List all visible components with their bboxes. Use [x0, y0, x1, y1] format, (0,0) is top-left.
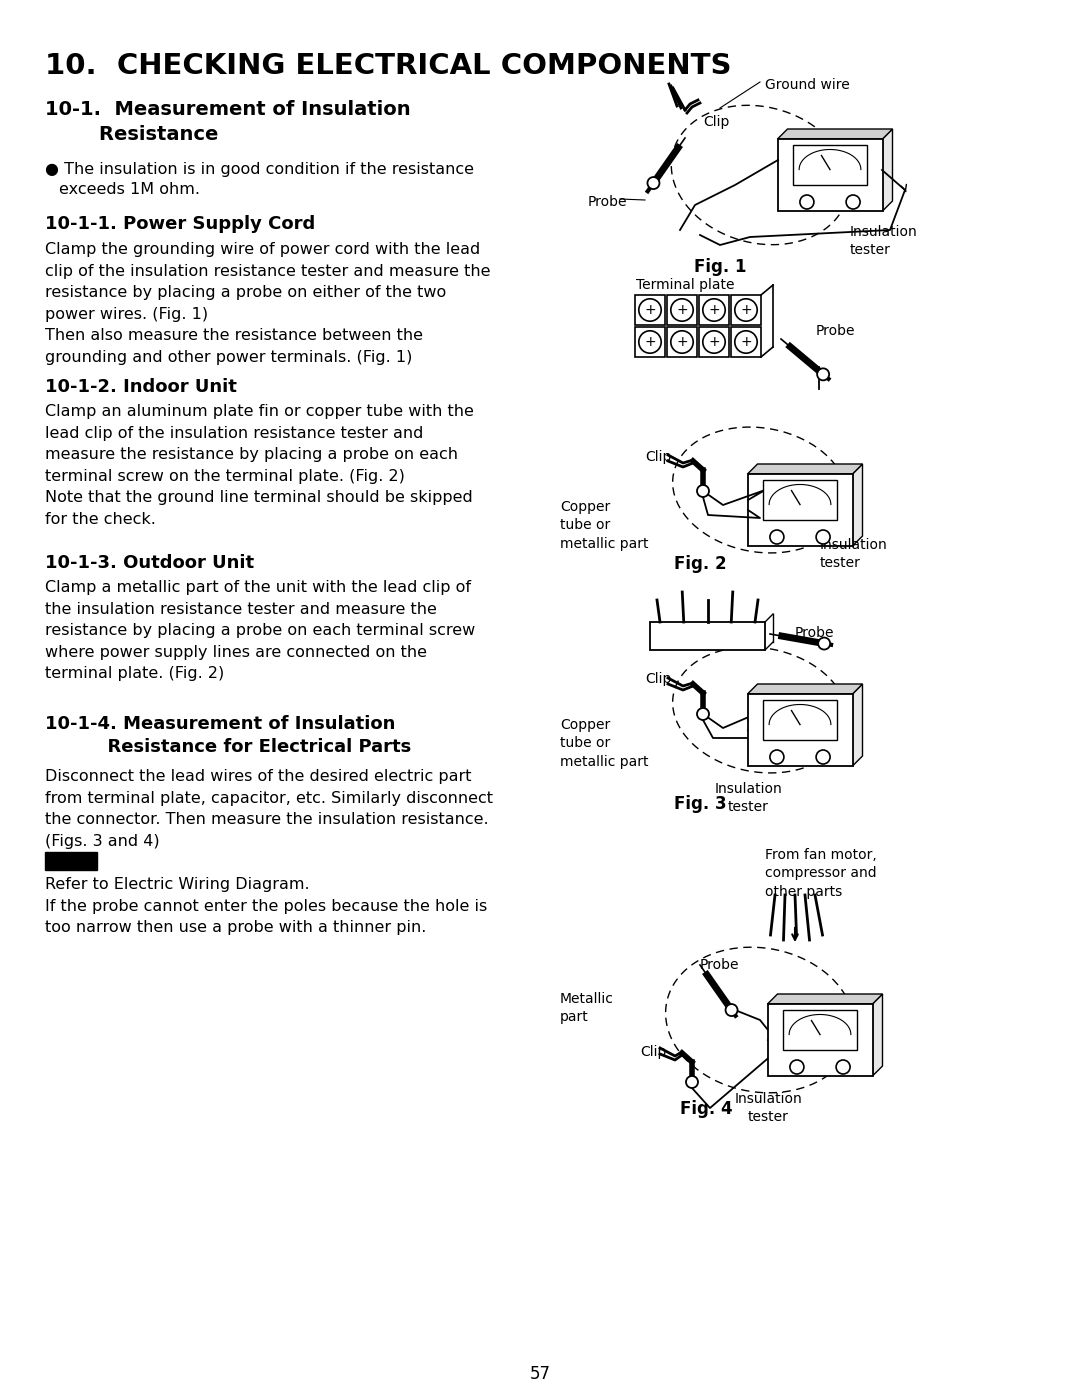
- Circle shape: [638, 299, 661, 321]
- Circle shape: [686, 1076, 698, 1088]
- Bar: [747, 474, 852, 546]
- Text: 10-1.  Measurement of Insulation: 10-1. Measurement of Insulation: [45, 101, 410, 119]
- Text: exceeds 1M ohm.: exceeds 1M ohm.: [59, 182, 200, 197]
- Polygon shape: [852, 464, 863, 546]
- Text: Probe: Probe: [816, 324, 855, 338]
- Polygon shape: [873, 995, 882, 1076]
- Circle shape: [638, 331, 661, 353]
- Bar: [699, 295, 729, 326]
- Text: Clamp a metallic part of the unit with the lead clip of
the insulation resistanc: Clamp a metallic part of the unit with t…: [45, 580, 475, 682]
- Circle shape: [800, 196, 814, 210]
- Text: NOTE: NOTE: [49, 854, 90, 866]
- Circle shape: [671, 299, 693, 321]
- Text: Resistance for Electrical Parts: Resistance for Electrical Parts: [45, 738, 411, 756]
- Text: Fig. 1: Fig. 1: [693, 258, 746, 277]
- Bar: [778, 138, 882, 211]
- Circle shape: [734, 331, 757, 353]
- Text: Insulation
tester: Insulation tester: [714, 782, 782, 814]
- Text: Fig. 3: Fig. 3: [674, 795, 727, 813]
- Text: Copper
tube or
metallic part: Copper tube or metallic part: [561, 718, 648, 768]
- Text: Clip: Clip: [703, 115, 729, 129]
- Text: Insulation
tester: Insulation tester: [734, 1092, 801, 1125]
- Bar: [731, 295, 761, 326]
- Text: +: +: [740, 303, 752, 317]
- Circle shape: [734, 299, 757, 321]
- Circle shape: [816, 750, 831, 764]
- Circle shape: [647, 177, 660, 189]
- Polygon shape: [882, 129, 892, 211]
- Text: 10-1-2. Indoor Unit: 10-1-2. Indoor Unit: [45, 379, 237, 395]
- Text: Clip: Clip: [640, 1045, 666, 1059]
- Text: Disconnect the lead wires of the desired electric part
from terminal plate, capa: Disconnect the lead wires of the desired…: [45, 768, 492, 849]
- Text: Probe: Probe: [700, 958, 740, 972]
- Bar: [699, 327, 729, 358]
- Polygon shape: [778, 129, 892, 138]
- Text: Probe: Probe: [795, 626, 835, 640]
- Circle shape: [697, 708, 708, 719]
- Circle shape: [816, 529, 831, 543]
- Text: 10.  CHECKING ELECTRICAL COMPONENTS: 10. CHECKING ELECTRICAL COMPONENTS: [45, 52, 731, 80]
- Text: 10-1-3. Outdoor Unit: 10-1-3. Outdoor Unit: [45, 555, 254, 571]
- Circle shape: [770, 529, 784, 543]
- Circle shape: [846, 196, 860, 210]
- Text: +: +: [708, 303, 719, 317]
- Text: Probe: Probe: [588, 196, 627, 210]
- Bar: [764, 481, 837, 520]
- Bar: [783, 1010, 856, 1049]
- Text: Metallic
part: Metallic part: [561, 992, 613, 1024]
- Bar: [650, 622, 765, 650]
- Text: Fig. 2: Fig. 2: [674, 555, 727, 573]
- Text: 10-1-1. Power Supply Cord: 10-1-1. Power Supply Cord: [45, 215, 315, 233]
- Text: Insulation
tester: Insulation tester: [850, 225, 918, 257]
- Polygon shape: [747, 464, 863, 474]
- Text: Ground wire: Ground wire: [765, 78, 850, 92]
- Text: From fan motor,
compressor and
other parts: From fan motor, compressor and other par…: [765, 848, 877, 898]
- Bar: [764, 700, 837, 739]
- Bar: [793, 145, 867, 184]
- Text: +: +: [708, 335, 719, 349]
- Text: Clip: Clip: [645, 450, 672, 464]
- FancyBboxPatch shape: [45, 852, 97, 870]
- Text: Refer to Electric Wiring Diagram.
If the probe cannot enter the poles because th: Refer to Electric Wiring Diagram. If the…: [45, 877, 487, 935]
- Bar: [747, 694, 852, 766]
- Text: Clamp an aluminum plate fin or copper tube with the
lead clip of the insulation : Clamp an aluminum plate fin or copper tu…: [45, 404, 474, 527]
- Text: +: +: [644, 303, 656, 317]
- Circle shape: [770, 750, 784, 764]
- Text: Fig. 4: Fig. 4: [680, 1099, 732, 1118]
- Text: Resistance: Resistance: [45, 124, 218, 144]
- Text: 57: 57: [529, 1365, 551, 1383]
- Circle shape: [789, 1060, 804, 1074]
- Circle shape: [836, 1060, 850, 1074]
- Bar: [667, 295, 697, 326]
- Text: Clip: Clip: [645, 672, 672, 686]
- Text: Insulation
tester: Insulation tester: [820, 538, 888, 570]
- Text: Copper
tube or
metallic part: Copper tube or metallic part: [561, 500, 648, 550]
- Bar: [731, 327, 761, 358]
- Polygon shape: [747, 685, 863, 694]
- Polygon shape: [768, 995, 882, 1004]
- Bar: [635, 295, 665, 326]
- Circle shape: [703, 331, 725, 353]
- Text: +: +: [740, 335, 752, 349]
- Circle shape: [697, 485, 708, 497]
- Text: Terminal plate: Terminal plate: [636, 278, 734, 292]
- Circle shape: [726, 1004, 738, 1016]
- Polygon shape: [852, 685, 863, 766]
- Circle shape: [703, 299, 725, 321]
- Circle shape: [818, 369, 829, 380]
- Circle shape: [819, 637, 831, 650]
- Text: ● The insulation is in good condition if the resistance: ● The insulation is in good condition if…: [45, 162, 474, 177]
- Bar: [667, 327, 697, 358]
- Text: +: +: [676, 335, 688, 349]
- Text: 10-1-4. Measurement of Insulation: 10-1-4. Measurement of Insulation: [45, 715, 395, 733]
- Text: Clamp the grounding wire of power cord with the lead
clip of the insulation resi: Clamp the grounding wire of power cord w…: [45, 242, 490, 365]
- Text: +: +: [644, 335, 656, 349]
- Bar: [768, 1004, 873, 1076]
- Bar: [635, 327, 665, 358]
- Text: +: +: [676, 303, 688, 317]
- Circle shape: [671, 331, 693, 353]
